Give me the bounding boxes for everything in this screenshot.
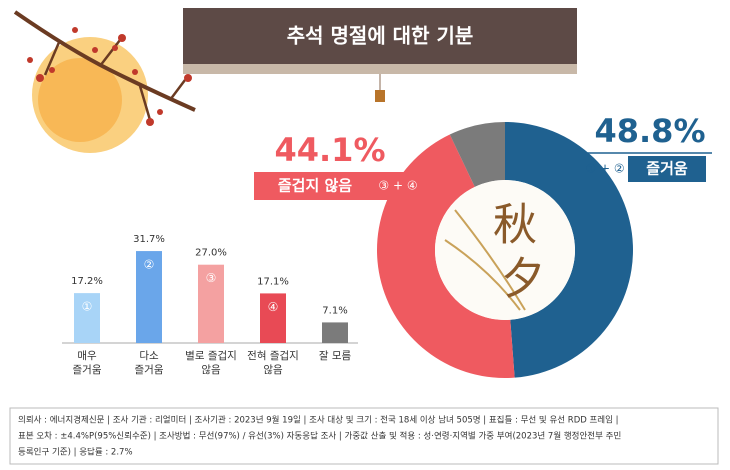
bar: [136, 251, 162, 343]
x-tick-label: 전혀 즐겁지: [247, 350, 299, 362]
footer-line: 등록인구 기준) | 응답률 : 2.7%: [18, 447, 133, 458]
footer-line: 표본 오차 : ±4.4%P(95%신뢰수준) | 조사방법 : 무선(97%)…: [18, 431, 621, 442]
decoration: [13, 10, 196, 153]
value-label: 31.7%: [133, 234, 165, 245]
x-tick-label: 잘 모름: [319, 350, 352, 362]
category-label: 즐거움: [646, 160, 688, 178]
wheat-stem: [444, 239, 521, 311]
value-label: 27.0%: [195, 248, 227, 259]
bar-marker: ①: [82, 300, 93, 314]
x-tick-label: 않음: [201, 364, 221, 376]
callout-box: [628, 156, 706, 182]
footer-box: [9, 407, 719, 465]
wheat-stem: [454, 209, 526, 311]
x-tick-label: 않음: [263, 364, 283, 376]
title-banner-band: [183, 64, 577, 74]
x-tick-label: 별로 즐겁지: [185, 350, 237, 362]
wheat: [444, 209, 526, 311]
callout-box: [254, 172, 422, 200]
category-label: 즐겁지 않음: [278, 177, 352, 195]
bar: [260, 293, 286, 343]
bar: [74, 293, 100, 343]
donut-segment: [449, 122, 505, 187]
donut-center: [435, 180, 575, 320]
value-label: 17.1%: [257, 276, 289, 287]
footer-line: 의뢰사 : 에너지경제신문 | 조사 기관 : 리얼미터 | 조사기관 : 20…: [18, 415, 619, 426]
x-tick-label: 즐거움: [73, 364, 102, 376]
bar: [198, 264, 224, 343]
bar-marker: ②: [144, 258, 155, 272]
value-label: 44.1%: [274, 131, 385, 169]
center-char: 夕: [501, 254, 545, 305]
donut-segment: [505, 122, 634, 378]
bar-marker: ③: [206, 271, 217, 285]
title: 추석 명절에 대한 기분: [287, 24, 474, 48]
group-label: ③ + ④: [378, 179, 417, 193]
group-label: ① + ②: [585, 162, 624, 176]
value-label: 48.8%: [594, 112, 705, 150]
x-tick-label: 즐거움: [135, 364, 164, 376]
x-tick-label: 매우: [77, 350, 97, 362]
value-label: 17.2%: [71, 276, 103, 287]
value-label: 7.1%: [322, 305, 347, 316]
title-banner: [183, 8, 577, 64]
bar-marker: ④: [268, 300, 279, 314]
x-tick-label: 다소: [139, 350, 159, 362]
bar: [322, 322, 348, 343]
center-char: 秋: [493, 200, 537, 251]
ornament: [375, 90, 385, 102]
